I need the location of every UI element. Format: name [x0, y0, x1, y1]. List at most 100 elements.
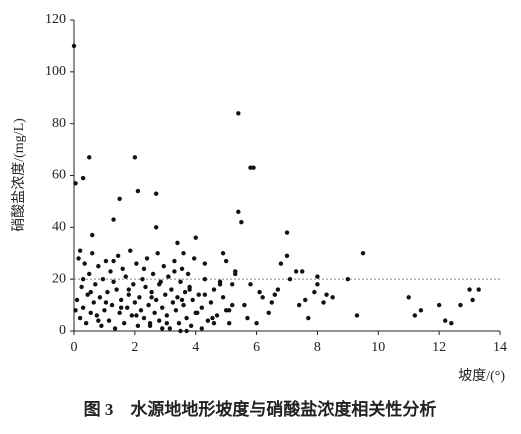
scatter-point	[131, 282, 136, 287]
scatter-point	[436, 302, 442, 308]
y-tick-label: 40	[52, 220, 66, 235]
scatter-point	[112, 326, 118, 331]
scatter-point	[153, 225, 159, 230]
scatter-point	[90, 232, 95, 238]
scatter-point	[166, 274, 171, 279]
scatter-point	[164, 321, 170, 326]
scatter-point	[293, 269, 299, 274]
scatter-point	[223, 308, 229, 313]
scatter-point	[91, 300, 96, 305]
scatter-point	[120, 266, 125, 271]
scatter-point	[111, 279, 116, 284]
scatter-point	[236, 111, 241, 116]
scatter-point	[284, 253, 290, 259]
scatter-point	[109, 302, 115, 308]
scatter-point	[140, 276, 145, 282]
scatter-point	[172, 269, 177, 274]
x-tick-label: 6	[253, 340, 260, 355]
scatter-point	[226, 321, 232, 326]
scatter-point	[178, 328, 183, 334]
scatter-point	[114, 287, 119, 292]
scatter-point	[324, 292, 329, 297]
scatter-point	[76, 256, 81, 261]
scatter-point	[161, 264, 166, 269]
scatter-point	[306, 315, 311, 321]
scatter-point	[111, 217, 116, 222]
scatter-point	[199, 326, 204, 331]
scatter-point	[126, 292, 131, 297]
scatter-point	[214, 313, 220, 318]
scatter-point	[80, 305, 86, 310]
scatter-point	[470, 297, 475, 303]
scatter-point	[173, 308, 179, 313]
scatter-point	[103, 258, 109, 264]
scatter-point	[129, 313, 135, 318]
scatter-point	[82, 261, 87, 266]
scatter-point	[73, 308, 78, 313]
scatter-point	[134, 261, 139, 266]
scatter-point	[458, 302, 463, 308]
scatter-point	[87, 155, 92, 160]
scatter-point	[93, 282, 98, 287]
scatter-point	[128, 248, 133, 253]
scatter-point	[153, 191, 159, 196]
scatter-point	[220, 295, 226, 300]
scatter-point	[196, 292, 201, 297]
scatter-point	[125, 305, 130, 310]
scatter-point	[354, 313, 360, 318]
scatter-point	[476, 287, 481, 292]
scatter-point	[147, 323, 153, 329]
scatter-point	[223, 258, 229, 264]
scatter-point	[287, 276, 293, 282]
scatter-point	[254, 321, 259, 326]
scatter-point	[163, 292, 168, 297]
scatter-point	[118, 297, 124, 303]
scatter-point	[122, 321, 127, 326]
scatter-point	[406, 295, 411, 300]
scatter-point	[135, 188, 141, 194]
scatter-point	[211, 321, 217, 326]
scatter-point	[449, 321, 454, 326]
x-tick-label: 2	[131, 340, 138, 355]
scatter-point	[178, 279, 183, 284]
scatter-point	[190, 297, 195, 303]
scatter-point	[315, 282, 320, 287]
scatter-point	[138, 308, 144, 313]
y-tick-label: 100	[45, 64, 66, 79]
scatter-point	[108, 269, 113, 274]
scatter-point	[185, 271, 191, 277]
scatter-point	[266, 310, 271, 316]
scatter-point	[73, 181, 78, 186]
scatter-point	[181, 251, 186, 256]
x-axis-label: 坡度/(°)	[458, 368, 505, 384]
x-tick-label: 12	[432, 340, 446, 355]
scatter-point	[80, 175, 86, 181]
scatter-point	[175, 295, 180, 300]
scatter-point	[79, 284, 84, 290]
x-tick-label: 4	[192, 340, 199, 355]
scatter-point	[257, 289, 262, 295]
scatter-point	[117, 196, 122, 202]
scatter-point	[191, 256, 197, 261]
scatter-point	[96, 318, 101, 323]
scatter-point	[149, 295, 154, 300]
scatter-point	[202, 261, 208, 266]
y-axis-label: 硝酸盐浓度/(mg/L)	[11, 118, 27, 232]
scatter-point	[202, 292, 208, 297]
scatter-point	[184, 315, 189, 321]
scatter-point	[251, 165, 256, 170]
scatter-point	[188, 323, 194, 329]
scatter-point	[123, 274, 128, 279]
scatter-point	[149, 289, 154, 295]
scatter-point	[275, 287, 281, 292]
scatter-point	[102, 308, 107, 313]
scatter-point	[141, 315, 147, 321]
scatter-point	[220, 251, 226, 256]
scatter-point	[296, 302, 302, 308]
scatter-point	[132, 300, 138, 305]
scatter-point	[182, 289, 188, 295]
scatter-point	[179, 266, 185, 271]
scatter-point	[248, 282, 253, 287]
scatter-point	[360, 251, 366, 256]
